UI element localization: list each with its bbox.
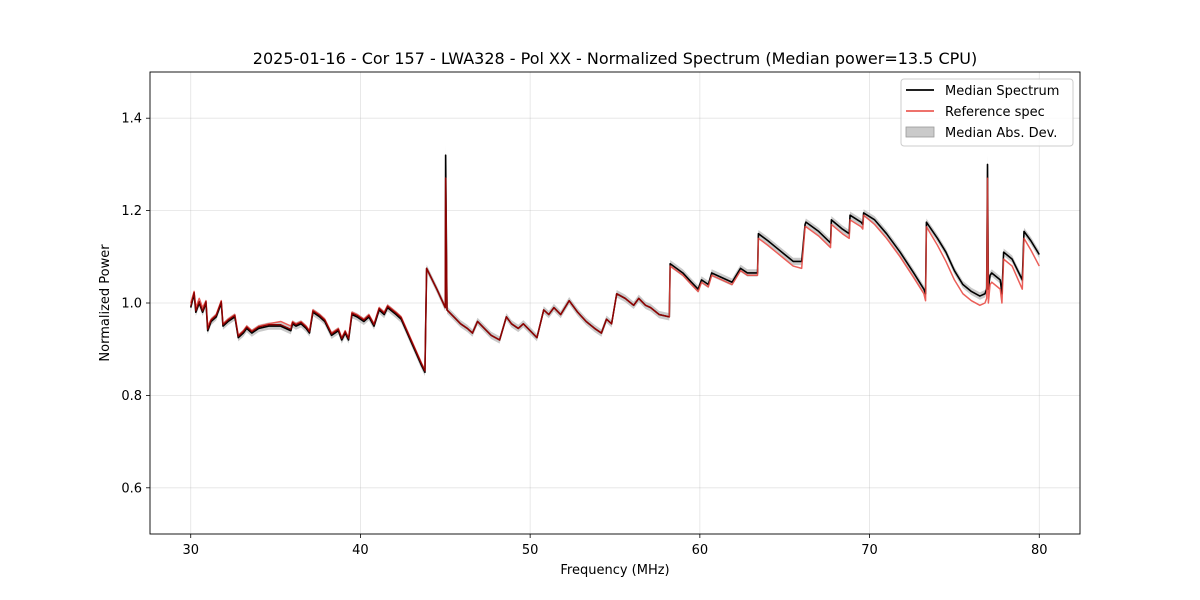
x-tick-label: 40: [352, 543, 369, 558]
overlap-line: [190, 177, 670, 372]
x-axis-label: Frequency (MHz): [560, 563, 669, 578]
y-tick-label: 1.4: [121, 112, 142, 127]
y-tick-label: 0.8: [121, 389, 142, 404]
legend-box: [900, 78, 1074, 147]
x-tick-label: 70: [861, 543, 878, 558]
x-axis-ticks: 30 40 50 60 70 80: [182, 534, 1048, 558]
legend-mad-label: Median Abs. Dev.: [945, 126, 1057, 141]
y-tick-label: 0.6: [121, 481, 142, 496]
legend-mad-swatch: [905, 126, 935, 138]
x-tick-label: 30: [182, 543, 199, 558]
y-axis-ticks: 0.6 0.8 1.0 1.2 1.4: [121, 112, 150, 496]
x-tick-label: 80: [1031, 543, 1048, 558]
chart-title: 2025-01-16 - Cor 157 - LWA328 - Pol XX -…: [253, 49, 977, 68]
mad-band: [190, 145, 1040, 376]
median-spectrum-line: [189, 154, 1040, 374]
reference-spec-line: [190, 177, 1040, 371]
x-tick-label: 50: [522, 543, 539, 558]
legend-reference-label: Reference spec: [945, 105, 1045, 120]
plot-area: [189, 145, 1040, 376]
y-axis-label: Normalized Power: [98, 244, 113, 362]
y-tick-label: 1.2: [121, 204, 142, 219]
y-tick-label: 1.0: [121, 297, 142, 312]
legend: Median Spectrum Reference spec Median Ab…: [900, 78, 1074, 147]
x-tick-label: 60: [692, 543, 709, 558]
legend-median-label: Median Spectrum: [945, 84, 1059, 99]
